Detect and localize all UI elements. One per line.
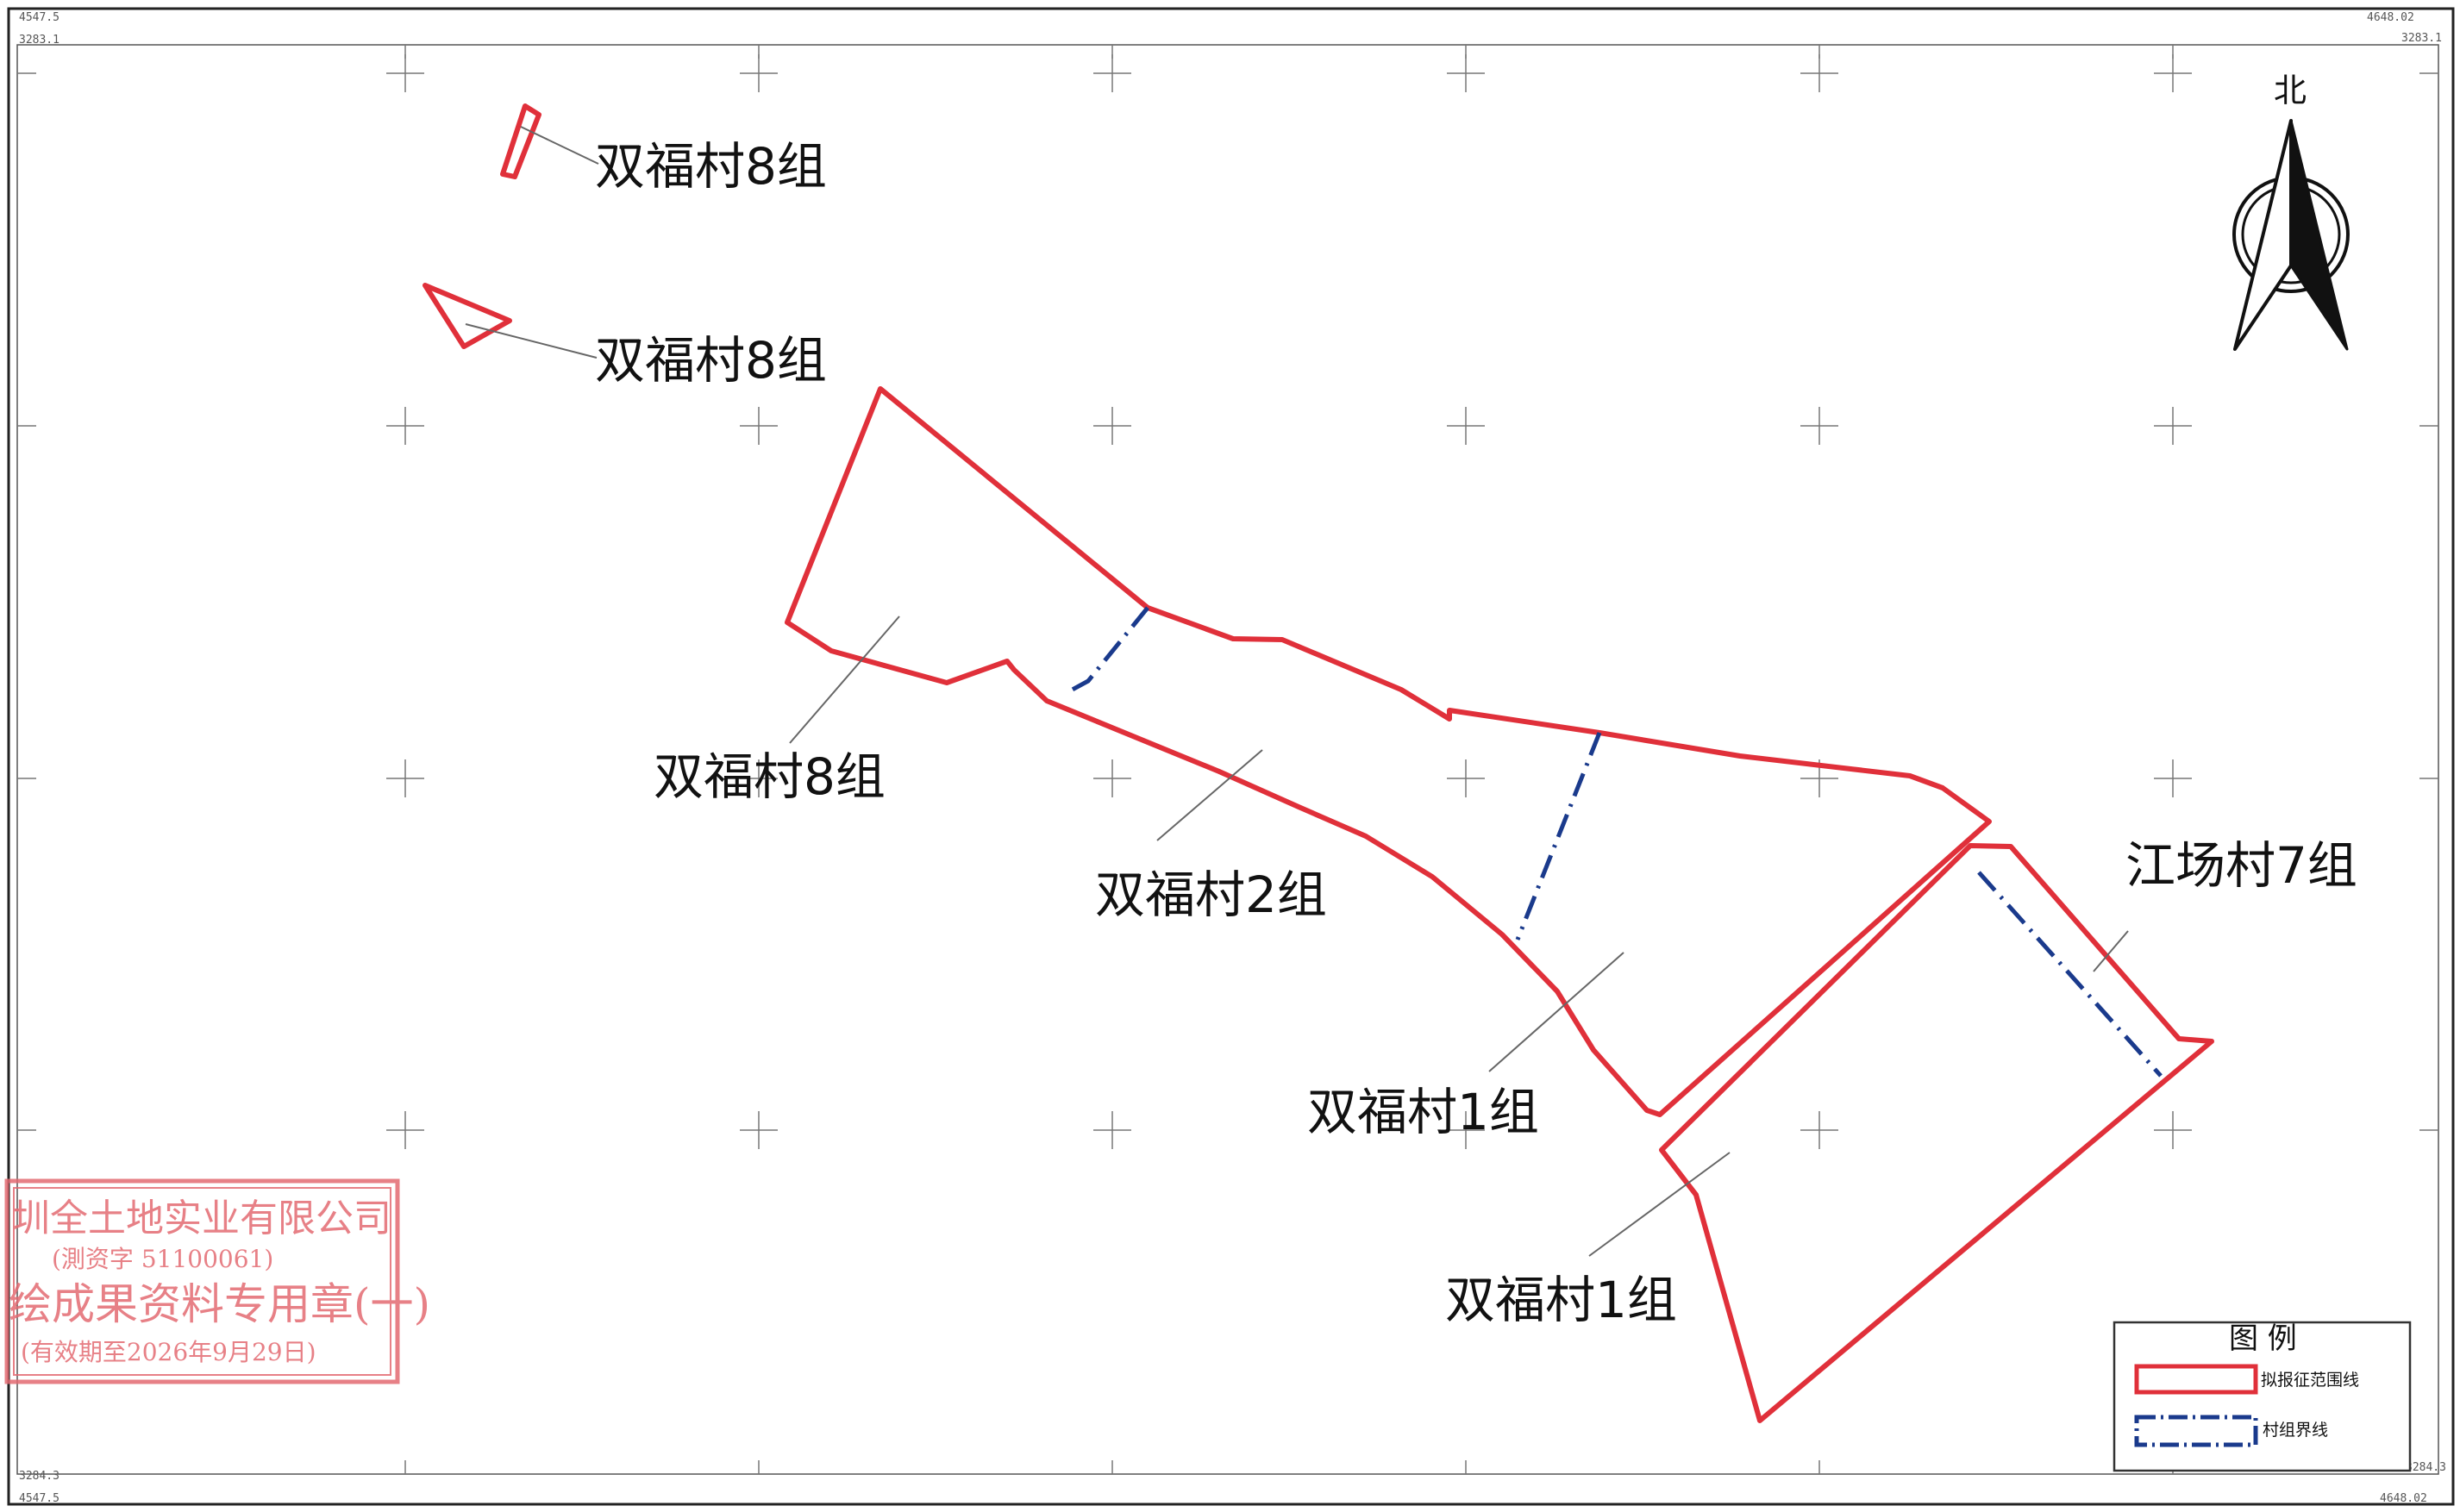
parcel-label-shuangfu-2: 双福村2组 [1095,865,1327,924]
stamp-line-2: (測资字 51100061) [52,1245,273,1273]
proposed-boundary-main [785,386,1992,1117]
corner-label-bottom-right-y: 3284.3 [2406,1461,2446,1474]
leader-line [789,615,900,744]
north-label: 北 [2274,72,2307,109]
north-arrow: 北 [2232,72,2350,351]
leader-line [2093,930,2129,972]
inner-frame [16,44,2439,1475]
parcel-label-shuangfu-1-a: 双福村1组 [1307,1083,1539,1141]
stamp: 圳全土地实业有限公司 (測资字 51100061) 绘成果资料专用章(一) (有… [4,1178,430,1384]
stamp-line-3: 绘成果资料专用章(一) [9,1279,430,1329]
legend-boundary-swatch [2134,1364,2258,1395]
legend-title: 图 例 [2229,1321,2297,1356]
corner-label-top-left-x: 4547.5 [19,11,59,24]
parcel-label-shuangfu-8-b: 双福村8组 [595,331,827,390]
parcel-label-shuangfu-8-a: 双福村8组 [595,137,827,196]
legend-boundary-label: 拟报征范围线 [2261,1371,2359,1390]
leader-line [1488,952,1624,1072]
corner-label-bottom-right-x: 4648.02 [2380,1492,2427,1505]
village-line-2 [1515,732,1602,940]
parcel-label-jiangchang-7: 江场村7组 [2125,836,2357,895]
corner-label-bottom-left-y: 3284.3 [19,1470,59,1483]
legend-village-label: 村组界线 [2263,1421,2328,1440]
stamp-line-4: (有效期至2026年9月29日) [21,1338,316,1366]
legend: 图 例 拟报征范围线 村组界线 [2113,1321,2412,1472]
outer-frame [7,7,2455,1506]
grid-crosses [386,54,2192,1149]
parcel-label-shuangfu-1-b: 双福村1组 [1445,1271,1677,1329]
leader-line [465,323,598,359]
parcel-label-shuangfu-8-c: 双福村8组 [654,747,886,806]
leader-lines [465,126,2129,1257]
corner-label-bottom-left-x: 4547.5 [19,1492,59,1505]
village-line-1 [1067,606,1149,694]
corner-label-top-right-y: 3283.1 [2401,32,2442,45]
corner-label-top-right-x: 4648.02 [2367,11,2414,24]
stamp-inner-border [13,1187,391,1376]
leader-line [1156,749,1263,841]
corner-label-top-left-y: 3283.1 [19,34,59,47]
leader-line [520,126,599,165]
frame-ticks [17,45,2438,1474]
north-arrow-right [2289,119,2349,351]
stamp-border [4,1178,400,1384]
stamp-line-1: 圳全土地实业有限公司 [12,1196,391,1240]
proposed-boundary-lower [1659,843,2214,1423]
parcel-fragment-1 [500,103,541,179]
legend-village-swatch [2134,1415,2258,1447]
village-line-3 [1977,871,2163,1078]
parcel-fragment-2 [423,283,512,349]
leader-line [1588,1152,1731,1257]
